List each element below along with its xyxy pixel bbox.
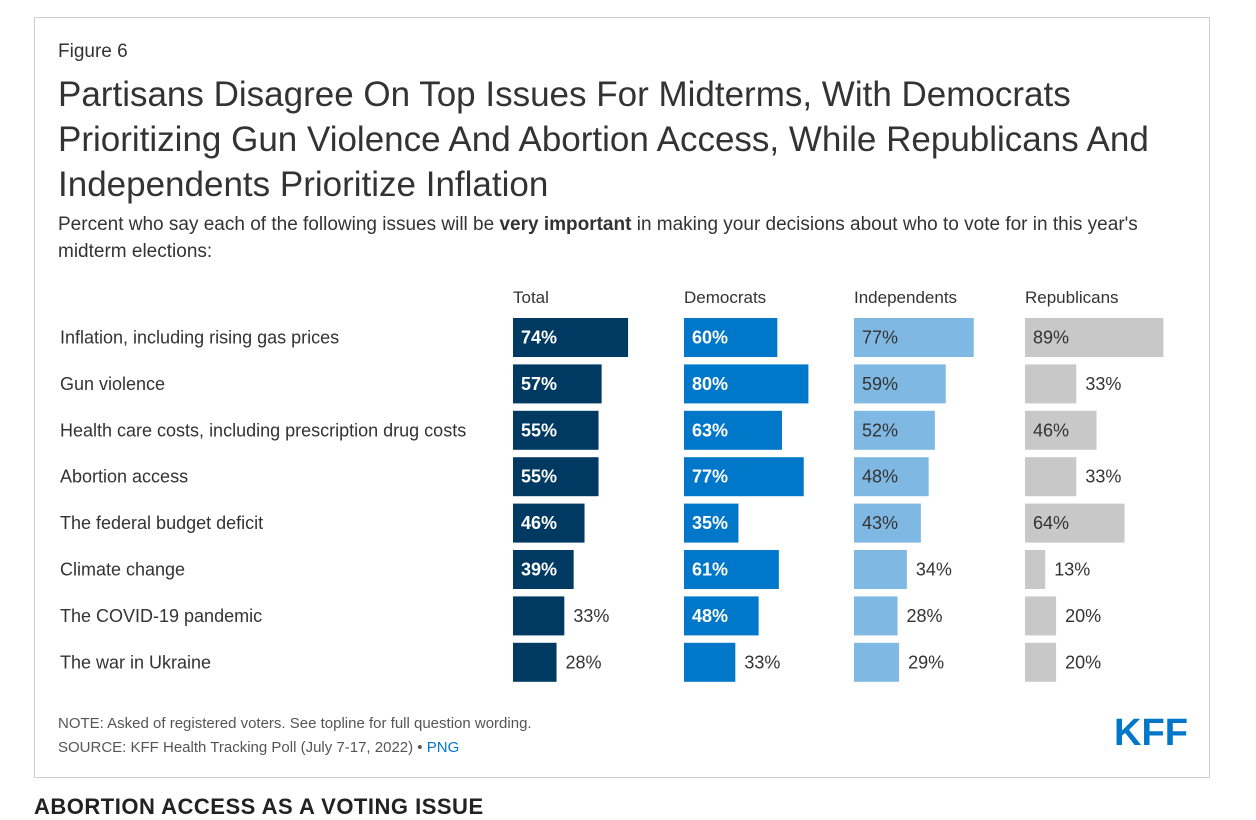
bar [513, 318, 629, 357]
data-label: 39% [521, 560, 557, 580]
source-line: SOURCE: KFF Health Tracking Poll (July 7… [58, 736, 532, 760]
bar [854, 457, 929, 497]
bar [684, 550, 779, 589]
bar [1025, 550, 1046, 589]
bar [1025, 642, 1057, 682]
bar [513, 364, 602, 404]
bar [513, 596, 565, 636]
data-label: 33% [1085, 467, 1121, 487]
bar [513, 503, 585, 543]
category-label: The federal budget deficit [60, 513, 263, 533]
category-label: Inflation, including rising gas prices [60, 328, 339, 348]
note-text: NOTE: Asked of registered voters. See to… [58, 715, 532, 732]
data-label: 48% [862, 467, 898, 487]
data-label: 20% [1065, 606, 1101, 626]
data-label: 33% [573, 606, 609, 626]
subtitle-text: Percent who say each of the following is… [58, 214, 500, 235]
data-label: 35% [692, 513, 728, 533]
bar [854, 410, 935, 450]
data-label: 61% [692, 560, 728, 580]
chart-title: Partisans Disagree On Top Issues For Mid… [58, 75, 1149, 204]
data-label: 89% [1033, 328, 1069, 348]
series-header: Total [513, 288, 549, 307]
data-label: 63% [692, 420, 728, 440]
chart-subtitle: Percent who say each of the following is… [58, 211, 1178, 265]
bar [513, 457, 599, 497]
bar [1025, 318, 1164, 357]
category-label: Health care costs, including prescriptio… [60, 420, 466, 440]
data-label: 59% [862, 374, 898, 394]
data-label: 33% [744, 652, 780, 672]
bar [513, 550, 574, 589]
bar [854, 318, 974, 357]
data-label: 57% [521, 374, 557, 394]
data-label: 34% [916, 560, 952, 580]
bar [684, 596, 759, 636]
data-label: 46% [521, 513, 557, 533]
source-separator: • [413, 739, 427, 756]
series-header: Republicans [1025, 288, 1119, 307]
data-label: 46% [1033, 420, 1069, 440]
bar [854, 550, 907, 589]
data-label: 55% [521, 420, 557, 440]
png-download-link[interactable]: PNG [426, 739, 460, 756]
data-label: 55% [521, 467, 557, 487]
bar [854, 642, 900, 682]
data-label: 28% [566, 652, 602, 672]
data-label: 77% [862, 328, 898, 348]
bar [684, 503, 739, 543]
footnote: NOTE: Asked of registered voters. See to… [58, 712, 532, 760]
bar [684, 318, 778, 357]
figure-card [34, 17, 1210, 778]
bar [684, 364, 809, 404]
bar [1025, 457, 1077, 497]
subtitle-emphasis: very important [499, 214, 632, 235]
data-label: 28% [907, 606, 943, 626]
figure-label: Figure 6 [58, 41, 128, 62]
data-label: 13% [1054, 560, 1090, 580]
kff-logo[interactable]: KFF [1113, 714, 1189, 748]
data-label: 52% [862, 420, 898, 440]
category-label: Abortion access [60, 467, 188, 487]
next-section-heading: ABORTION ACCESS AS A VOTING ISSUE [34, 794, 484, 819]
logo-text: KFF [1114, 714, 1188, 748]
bar [1025, 410, 1097, 450]
bar [1025, 503, 1125, 543]
category-label: Gun violence [60, 374, 165, 394]
bar [854, 596, 898, 636]
data-label: 20% [1065, 652, 1101, 672]
data-label: 80% [692, 374, 728, 394]
data-label: 74% [521, 328, 557, 348]
data-label: 33% [1085, 374, 1121, 394]
category-label: The war in Ukraine [60, 652, 211, 672]
series-header: Independents [854, 288, 957, 307]
bar [684, 457, 804, 497]
data-label: 60% [692, 328, 728, 348]
data-label: 64% [1033, 513, 1069, 533]
source-text: SOURCE: KFF Health Tracking Poll (July 7… [58, 739, 414, 756]
bar [513, 642, 557, 682]
bar [854, 364, 946, 404]
data-label: 48% [692, 606, 728, 626]
series-header: Democrats [684, 288, 766, 307]
data-label: 43% [862, 513, 898, 533]
subtitle-text-end: in making your decisions about who to vo… [58, 214, 1138, 262]
bar [684, 642, 736, 682]
bar [1025, 364, 1077, 404]
bar [513, 410, 599, 450]
category-label: Climate change [60, 560, 185, 580]
bar [854, 503, 921, 543]
bar [684, 410, 782, 450]
data-label: 77% [692, 467, 728, 487]
data-label: 29% [908, 652, 944, 672]
category-label: The COVID-19 pandemic [60, 606, 262, 626]
bar [1025, 596, 1057, 636]
